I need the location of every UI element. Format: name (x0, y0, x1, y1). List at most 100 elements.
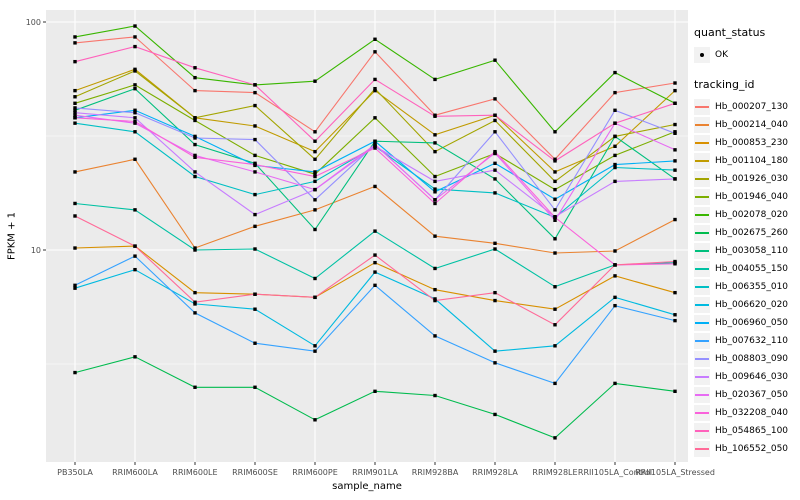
data-point (373, 146, 377, 150)
data-point (673, 168, 677, 172)
data-point (433, 187, 437, 191)
data-point (313, 170, 317, 174)
legend-item: Hb_006620_020 (694, 296, 800, 314)
data-point (673, 389, 677, 394)
data-point (313, 276, 317, 281)
data-point (613, 134, 617, 139)
data-point (673, 122, 677, 127)
data-point (253, 341, 257, 345)
series-color-line-icon (695, 430, 709, 432)
y-axis-title: FPKM + 1 (6, 211, 18, 261)
data-point (373, 184, 377, 189)
data-point (73, 59, 77, 64)
data-point (493, 118, 497, 123)
series-color-line-icon (695, 304, 709, 306)
data-point (613, 249, 617, 253)
data-point (133, 35, 137, 39)
point-icon (700, 53, 704, 57)
series-color-line-icon (695, 160, 709, 162)
data-point (433, 190, 437, 194)
legend-key (694, 135, 710, 151)
legend-item-label: Hb_054865_100 (715, 426, 789, 436)
legend-item-label: OK (715, 50, 728, 60)
data-point (133, 208, 137, 212)
data-point (493, 191, 497, 195)
legend-item: Hb_004055_150 (694, 260, 800, 278)
data-point (373, 260, 377, 265)
legend-item: Hb_001946_040 (694, 188, 800, 206)
data-point (613, 144, 617, 148)
legend-key (694, 243, 710, 259)
data-point (193, 300, 197, 304)
data-point (73, 246, 77, 250)
data-point (493, 130, 497, 134)
data-point (673, 159, 677, 163)
data-point (373, 37, 377, 41)
x-tick-label: RRIM600SE (232, 468, 278, 477)
legend-item: Hb_001926_030 (694, 170, 800, 188)
data-point (253, 247, 257, 251)
data-point (493, 349, 497, 353)
data-point (553, 237, 557, 241)
legend-item: Hb_003058_110 (694, 242, 800, 260)
data-point (613, 121, 617, 125)
data-point (493, 168, 497, 172)
data-point (253, 137, 257, 142)
data-point (73, 170, 77, 174)
data-point (553, 285, 557, 289)
data-point (433, 298, 437, 303)
data-point (73, 111, 77, 115)
legend-item: Hb_032208_040 (694, 404, 800, 422)
data-point (433, 114, 437, 118)
legend-item-label: Hb_001926_030 (715, 174, 789, 184)
data-point (433, 234, 437, 238)
legend-key (694, 297, 710, 313)
data-point (673, 262, 677, 266)
data-point (613, 108, 617, 112)
data-point (133, 69, 137, 73)
data-point (73, 35, 77, 39)
data-point (433, 77, 437, 82)
legend-key (694, 207, 710, 223)
legend-item-quant-ok: OK (694, 46, 800, 64)
data-point (313, 130, 317, 134)
data-point (373, 144, 377, 148)
data-point (253, 90, 257, 95)
series-color-line-icon (695, 106, 709, 108)
data-point (553, 159, 557, 163)
data-point (373, 389, 377, 394)
legend-item: Hb_007632_110 (694, 332, 800, 350)
data-point (313, 174, 317, 179)
data-point (433, 174, 437, 179)
data-point (133, 83, 137, 87)
legend-item-label: Hb_001946_040 (715, 192, 789, 202)
x-tick-label: RRIM928BA (412, 468, 459, 477)
legend-item-label: Hb_009646_030 (715, 372, 789, 382)
data-point (313, 187, 317, 192)
data-point (373, 139, 377, 143)
data-point (673, 177, 677, 181)
legend-item-label: Hb_008803_090 (715, 354, 789, 364)
data-point (133, 157, 137, 161)
legend-item: Hb_054865_100 (694, 422, 800, 440)
data-point (373, 253, 377, 257)
legend-key (694, 225, 710, 241)
legend-item-label: Hb_106552_050 (715, 444, 789, 454)
legend-item: Hb_002078_020 (694, 206, 800, 224)
legend-key (694, 47, 710, 63)
x-tick-label: RRIM600LE (172, 468, 217, 477)
x-tick-label: RRIM901LA (352, 468, 398, 477)
data-point (553, 436, 557, 440)
data-point (133, 111, 137, 115)
data-point (73, 214, 77, 218)
legend-key (694, 261, 710, 277)
data-point (553, 187, 557, 192)
data-point (553, 215, 557, 220)
data-point (193, 88, 197, 93)
series-color-line-icon (695, 394, 709, 396)
data-point (673, 81, 677, 85)
data-point (673, 148, 677, 152)
series-color-line-icon (695, 196, 709, 198)
data-point (493, 58, 497, 62)
data-point (373, 88, 377, 93)
